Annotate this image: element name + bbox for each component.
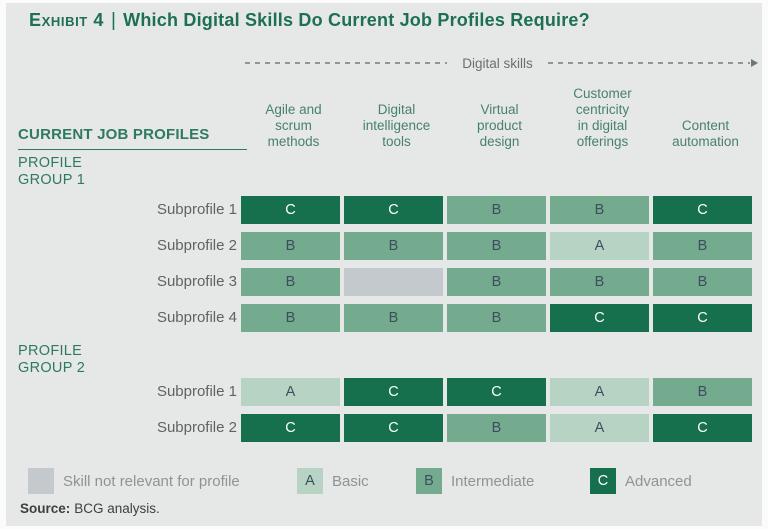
row-label: Subprofile 4	[156, 309, 237, 326]
skill-cell-C: C	[653, 196, 752, 224]
title-separator: |	[111, 10, 117, 31]
skill-cell-C: C	[241, 196, 340, 224]
legend-item-advanced: C Advanced	[590, 468, 692, 494]
skill-cell-C: C	[653, 414, 752, 442]
exhibit-title: Exhibit 4 | Which Digital Skills Do Curren…	[29, 10, 590, 32]
skill-cell-B: B	[241, 232, 340, 260]
row-label: Subprofile 2	[156, 419, 237, 436]
skill-cell-B: B	[447, 196, 546, 224]
skill-cell-B: B	[550, 268, 649, 296]
column-header: Virtual product design	[476, 102, 523, 149]
column-header: Agile and scrum methods	[265, 102, 322, 149]
source-text: BCG analysis.	[74, 501, 160, 516]
skill-cell-B: B	[447, 232, 546, 260]
row-label: Subprofile 3	[156, 273, 237, 290]
skill-cell-B: B	[653, 378, 752, 406]
column-header: Customer centricity in digital offerings	[573, 86, 632, 149]
skill-cell-C: C	[344, 414, 443, 442]
legend-label: Intermediate	[451, 472, 535, 490]
skills-matrix: PROFILE GROUP 1 Subprofile 1 C C B B C Subprofi…	[0, 153, 768, 450]
legend-label: Skill not relevant for profile	[63, 472, 240, 490]
dashed-line-right	[547, 62, 751, 64]
column-header: Content automation	[672, 118, 739, 149]
skill-cell-B: B	[653, 232, 752, 260]
skill-cell-B: B	[241, 268, 340, 296]
skill-cell-C: C	[447, 378, 546, 406]
row-label: Subprofile 1	[156, 383, 237, 400]
skill-cell-C: C	[241, 414, 340, 442]
legend-swatch-not_relevant	[28, 468, 54, 494]
title-text: Which Digital Skills Do Current Job Prof…	[123, 10, 590, 30]
legend-swatch-basic: A	[297, 468, 323, 494]
source-label: Source:	[20, 501, 71, 516]
skill-cell-B: B	[241, 304, 340, 332]
legend-label: Basic	[332, 472, 369, 490]
row-label: Subprofile 2	[156, 237, 237, 254]
legend-item-intermediate: B Intermediate	[416, 468, 534, 494]
column-header: Digital intelligence tools	[362, 102, 431, 149]
skill-cell-B: B	[447, 268, 546, 296]
legend-swatch-advanced: C	[590, 468, 616, 494]
source-note: Source: BCG analysis.	[20, 501, 160, 516]
skill-cell-C: C	[344, 378, 443, 406]
skill-cell-B: B	[447, 304, 546, 332]
row-axis-header: CURRENT JOB PROFILES	[18, 122, 247, 150]
axis-label: Digital skills	[462, 55, 533, 71]
skill-cell-B: B	[653, 268, 752, 296]
dashed-line-left	[245, 62, 448, 64]
group-label: PROFILE GROUP 1	[18, 155, 86, 188]
legend-label: Advanced	[625, 472, 692, 490]
column-headers: Agile and scrum methods Digital intellige…	[244, 84, 755, 150]
arrow-right-icon	[751, 59, 759, 67]
skill-cell-B: B	[344, 304, 443, 332]
skill-cell-A: A	[550, 378, 649, 406]
skill-cell-A: A	[241, 378, 340, 406]
skill-cell-C: C	[653, 304, 752, 332]
skill-cell-not-relevant	[344, 268, 443, 296]
legend-swatch-intermediate: B	[416, 468, 442, 494]
skill-cell-C: C	[550, 304, 649, 332]
legend-item-not_relevant: Skill not relevant for profile	[28, 468, 240, 494]
skill-cell-A: A	[550, 232, 649, 260]
legend-item-basic: A Basic	[297, 468, 369, 494]
skill-cell-B: B	[344, 232, 443, 260]
skill-cell-B: B	[447, 414, 546, 442]
skill-cell-C: C	[344, 196, 443, 224]
digital-skills-axis: Digital skills	[245, 55, 759, 71]
exhibit-number: Exhibit 4	[29, 10, 105, 30]
row-label: Subprofile 1	[156, 201, 237, 218]
skill-cell-A: A	[550, 414, 649, 442]
group-label: PROFILE GROUP 2	[18, 343, 86, 376]
skill-cell-B: B	[550, 196, 649, 224]
